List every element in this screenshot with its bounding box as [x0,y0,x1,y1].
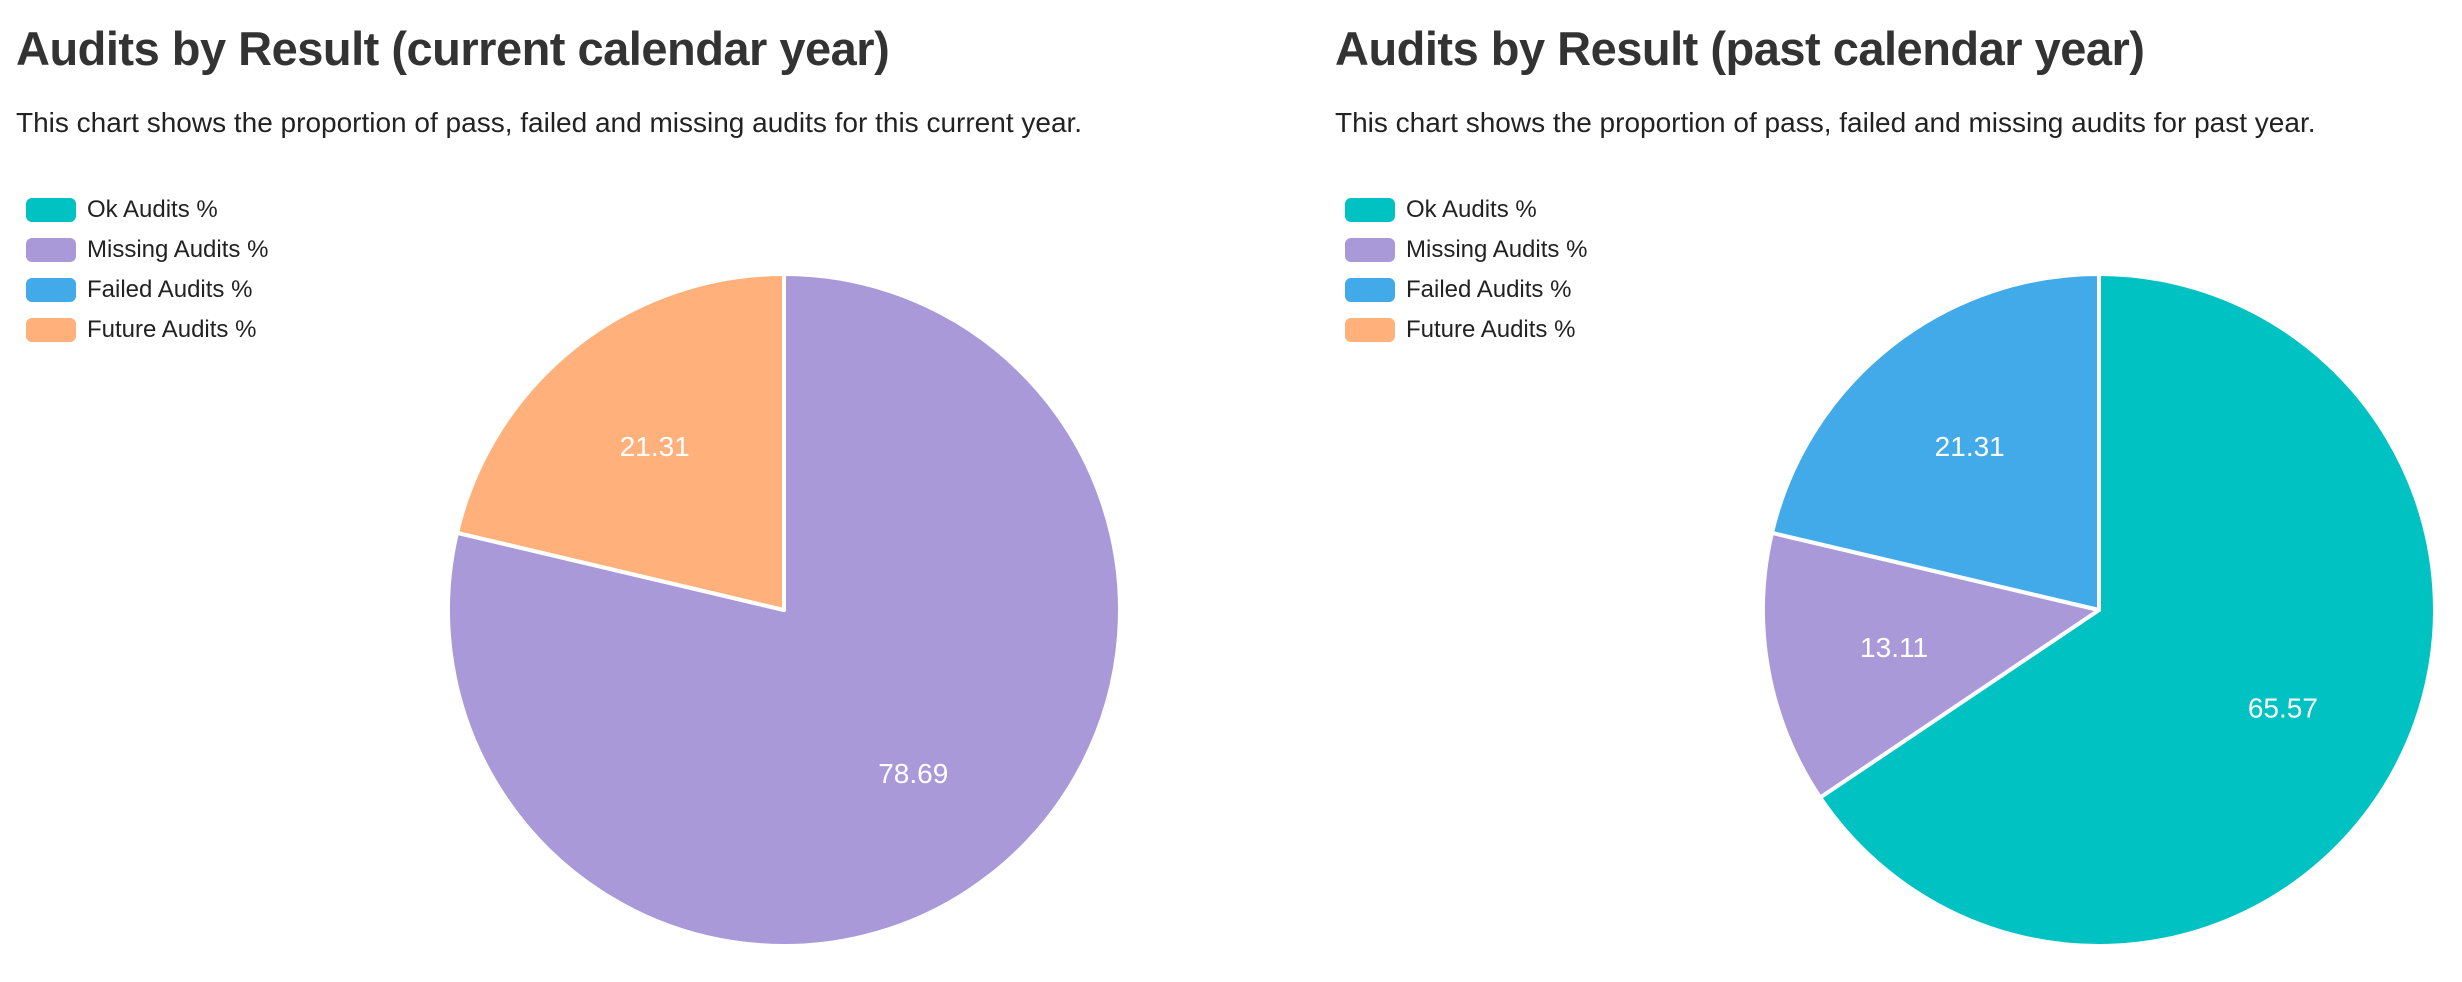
chart-panel-current-year: Audits by Result (current calendar year)… [14,0,1314,982]
legend-swatch-future [1345,318,1395,342]
legend-swatch-missing [26,238,76,262]
legend-item-failed[interactable]: Failed Audits % [1345,270,1587,310]
chart-title: Audits by Result (past calendar year) [1335,22,2145,75]
legend-item-ok[interactable]: Ok Audits % [1345,190,1587,230]
pie-slice-failed[interactable] [1769,272,2101,612]
pie-slice-ok[interactable] [1818,272,2437,948]
legend-item-missing[interactable]: Missing Audits % [1345,230,1587,270]
legend-label-missing: Missing Audits % [1406,236,1588,263]
pie-label-failed: 21.31 [1935,431,2005,462]
legend-swatch-missing [1345,238,1395,262]
pie-slice-future[interactable] [454,272,786,612]
legend-label-missing: Missing Audits % [87,236,269,263]
legend-swatch-failed [26,278,76,302]
legend-item-future[interactable]: Future Audits % [1345,310,1587,350]
legend-item-missing[interactable]: Missing Audits % [26,230,268,270]
pie-label-missing: 13.11 [1860,632,1928,663]
legend-item-future[interactable]: Future Audits % [26,310,268,350]
chart-legend: Ok Audits % Missing Audits % Failed Audi… [26,190,268,350]
legend-item-failed[interactable]: Failed Audits % [26,270,268,310]
chart-title: Audits by Result (current calendar year) [16,22,890,75]
pie-slice-missing[interactable] [1761,530,2101,800]
pie-label-missing: 78.69 [878,758,948,789]
legend-swatch-future [26,318,76,342]
legend-swatch-ok [26,198,76,222]
chart-panel-past-year: Audits by Result (past calendar year) Th… [1333,0,2462,982]
pie-label-future: 21.31 [620,431,690,462]
legend-label-future: Future Audits % [87,316,257,343]
legend-swatch-failed [1345,278,1395,302]
legend-label-ok: Ok Audits % [87,196,218,223]
legend-swatch-ok [1345,198,1395,222]
pie-chart-current-year: 78.69 21.31 [446,272,1122,948]
legend-label-ok: Ok Audits % [1406,196,1537,223]
legend-label-future: Future Audits % [1406,316,1576,343]
pie-chart-past-year: 65.57 13.11 21.31 [1761,272,2437,948]
chart-description: This chart shows the proportion of pass,… [1335,107,2316,138]
pie-label-ok: 65.57 [2248,692,2318,723]
legend-label-failed: Failed Audits % [1406,276,1572,303]
legend-item-ok[interactable]: Ok Audits % [26,190,268,230]
chart-description: This chart shows the proportion of pass,… [16,107,1083,138]
legend-label-failed: Failed Audits % [87,276,253,303]
pie-slice-missing[interactable] [446,272,1122,948]
chart-legend: Ok Audits % Missing Audits % Failed Audi… [1345,190,1587,350]
